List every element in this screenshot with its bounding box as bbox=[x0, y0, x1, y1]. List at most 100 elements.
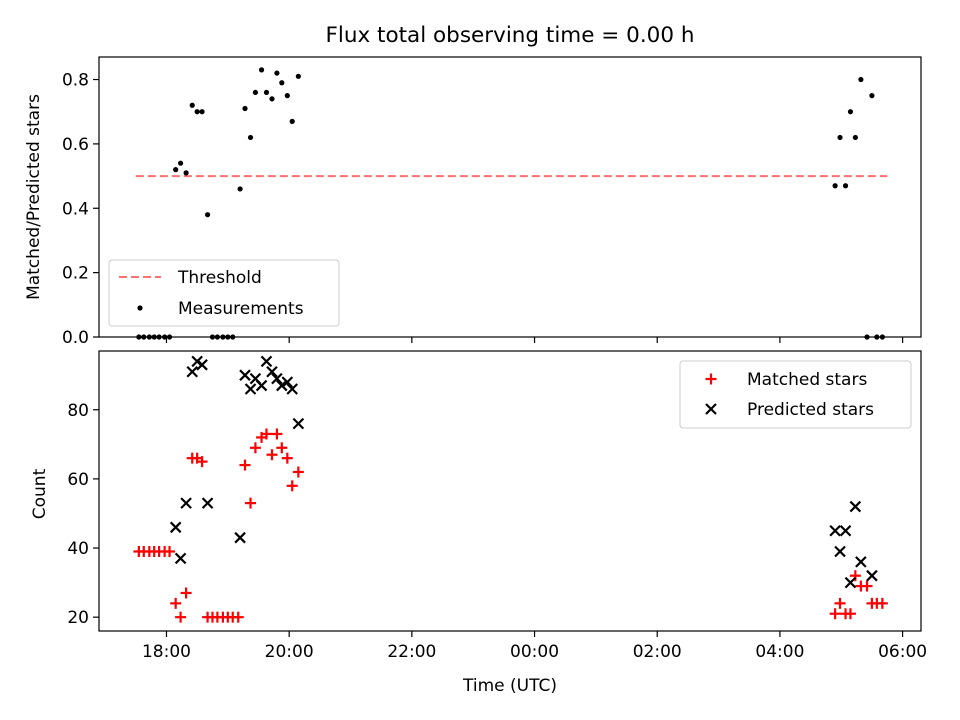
predicted-stars-point bbox=[260, 355, 273, 368]
predicted-stars-point-b bbox=[849, 500, 862, 513]
matched-stars-point bbox=[266, 449, 278, 461]
predicted-stars-point bbox=[196, 359, 208, 371]
measurements-point bbox=[194, 109, 200, 115]
measurements-point bbox=[242, 105, 248, 112]
matched-stars-point bbox=[245, 497, 257, 509]
predicted-stars-point-b bbox=[249, 372, 262, 385]
predicted-stars-point-b bbox=[286, 383, 299, 395]
matched-stars-point bbox=[834, 597, 846, 609]
legend-predicted-marker-b bbox=[705, 403, 717, 415]
legend-measurements-label: Measurements bbox=[178, 299, 304, 319]
measurements-point bbox=[852, 134, 858, 141]
predicted-stars-point bbox=[244, 383, 257, 395]
matched-stars-point bbox=[249, 442, 261, 454]
predicted-stars-point bbox=[844, 576, 857, 589]
matched-stars-point bbox=[849, 570, 861, 582]
x-tick-label: 04:00 bbox=[755, 642, 804, 662]
count-legend: Matched stars Predicted stars bbox=[679, 360, 912, 429]
matched-stars-point bbox=[281, 452, 293, 464]
matched-stars-point bbox=[170, 597, 182, 609]
predicted-stars-point-b bbox=[266, 365, 278, 378]
measurements-point bbox=[247, 134, 254, 141]
measurements-point bbox=[842, 183, 849, 189]
measurements-point bbox=[237, 186, 243, 192]
predicted-stars-point-b bbox=[244, 383, 257, 395]
legend-predicted-marker bbox=[705, 403, 717, 415]
count-panel: 18:00 20:00 22:00 00:00 02:00 04:00 06:00 20 40 6… bbox=[30, 350, 927, 696]
count-axes: 18:00 20:00 22:00 00:00 02:00 04:00 06:00 20 40 6… bbox=[67, 401, 927, 662]
legend-predicted-label: Predicted stars bbox=[747, 400, 874, 420]
measurements-point bbox=[869, 93, 875, 99]
ratio-legend: Threshold Measurements bbox=[108, 259, 340, 327]
predicted-stars-point-b bbox=[276, 379, 288, 392]
predicted-stars-point bbox=[255, 379, 268, 392]
predicted-stars-point bbox=[281, 376, 294, 388]
x-tick-label: 00:00 bbox=[510, 642, 559, 662]
matched-stars-point bbox=[286, 480, 298, 492]
count-legend-box bbox=[679, 360, 912, 429]
predicted-stars-point-b bbox=[260, 355, 273, 368]
chart-title: Flux total observing time = 0.00 h bbox=[326, 23, 695, 48]
predicted-stars-point bbox=[186, 365, 199, 378]
measurements-point bbox=[183, 170, 189, 176]
count-marks bbox=[133, 355, 888, 623]
matched-stars-point bbox=[861, 580, 873, 592]
count-panel-frame bbox=[98, 350, 922, 632]
matched-stars-point bbox=[292, 466, 304, 478]
predicted-stars-point-b bbox=[829, 524, 841, 537]
ratio-panel-frame bbox=[98, 56, 922, 338]
predicted-stars-point bbox=[234, 531, 246, 544]
matched-stars-point bbox=[164, 545, 176, 557]
x-tick-label: 02:00 bbox=[633, 642, 682, 662]
x-tick-label: 22:00 bbox=[387, 642, 436, 662]
matched-stars-point bbox=[260, 428, 272, 440]
predicted-stars-point-b bbox=[174, 552, 187, 565]
predicted-stars-point-b bbox=[180, 497, 192, 509]
measurements-point bbox=[269, 96, 275, 102]
measurements-point bbox=[295, 73, 301, 79]
matched-stars-point bbox=[876, 597, 888, 609]
predicted-stars-point-b bbox=[866, 569, 878, 582]
matched-stars-point bbox=[232, 611, 244, 623]
matched-stars-point bbox=[239, 459, 251, 471]
ratio-y-tick-label: 0.8 bbox=[62, 71, 89, 91]
predicted-stars-point bbox=[271, 372, 283, 385]
measurements-point bbox=[832, 183, 838, 189]
measurements-point bbox=[199, 109, 205, 115]
predicted-stars-point-b bbox=[234, 531, 246, 544]
predicted-stars-point bbox=[180, 497, 192, 509]
predicted-stars-point-b bbox=[271, 372, 283, 385]
count-y-tick-label: 60 bbox=[67, 470, 89, 490]
measurements-point bbox=[189, 102, 195, 108]
predicted-stars-point bbox=[174, 552, 187, 565]
matched-stars-point bbox=[180, 587, 192, 599]
predicted-stars-point bbox=[855, 556, 867, 568]
measurements-point bbox=[173, 167, 179, 173]
measurements-point bbox=[258, 67, 265, 73]
measurements-point bbox=[263, 89, 270, 96]
measurements-point bbox=[837, 134, 843, 141]
ratio-y-tick-label: 0.0 bbox=[62, 328, 89, 348]
ratio-y-tick-label: 0.6 bbox=[62, 135, 89, 155]
count-y-tick-label: 80 bbox=[67, 401, 89, 421]
measurements-point bbox=[204, 212, 211, 218]
ratio-y-tick-label: 0.4 bbox=[62, 199, 89, 219]
x-tick-label: 20:00 bbox=[265, 642, 314, 662]
legend-threshold-label: Threshold bbox=[177, 268, 262, 288]
ratio-y-tick-label: 0.2 bbox=[62, 264, 89, 284]
x-tick-label: 18:00 bbox=[142, 642, 191, 662]
legend-predicted-swatch bbox=[705, 403, 717, 415]
predicted-stars-point-b bbox=[839, 524, 852, 537]
measurements-point bbox=[279, 80, 285, 86]
matched-stars-point bbox=[175, 611, 187, 623]
measurements-point bbox=[252, 89, 259, 96]
predicted-stars-point bbox=[829, 524, 841, 537]
predicted-stars-point bbox=[266, 365, 278, 378]
count-y-tick-label: 20 bbox=[67, 608, 89, 628]
x-axis-label: Time (UTC) bbox=[462, 676, 557, 696]
predicted-stars-point bbox=[239, 369, 251, 381]
matched-stars-point bbox=[844, 608, 856, 620]
predicted-stars-point bbox=[834, 545, 846, 558]
count-y-tick-label: 40 bbox=[67, 539, 89, 559]
